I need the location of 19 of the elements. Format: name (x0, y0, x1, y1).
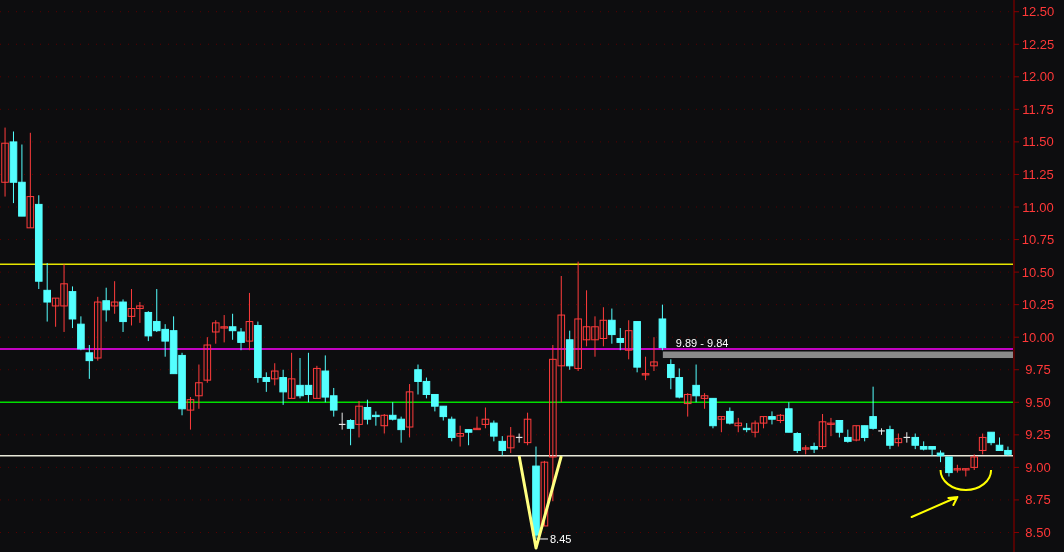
y-tick-label: 11.50 (1022, 134, 1054, 150)
y-tick-label: 12.50 (1021, 4, 1055, 20)
y-tick-label: 9.50 (1025, 394, 1051, 410)
y-tick-label: 12.00 (1021, 69, 1055, 85)
y-tick-label: 8.50 (1025, 525, 1051, 541)
annotation: 8.45 (550, 532, 572, 545)
y-tick-label: 9.75 (1025, 362, 1051, 378)
y-tick-label: 11.00 (1022, 199, 1054, 215)
band-label: 9.89 - 9.84 (675, 336, 729, 349)
y-tick-label: 8.75 (1025, 492, 1051, 508)
y-tick-label: 10.00 (1021, 329, 1055, 345)
y-tick-label: 11.25 (1022, 167, 1054, 182)
y-tick-label: 12.25 (1021, 36, 1055, 52)
y-tick-label: 10.25 (1021, 297, 1055, 313)
y-tick-label: 9.00 (1025, 459, 1051, 475)
y-tick-label: 9.25 (1025, 427, 1051, 443)
y-tick-label: 10.75 (1021, 232, 1055, 248)
y-tick-label: 10.50 (1021, 264, 1055, 280)
y-tick-label: 11.75 (1022, 101, 1054, 117)
